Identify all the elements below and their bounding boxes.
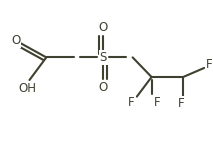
- Text: S: S: [99, 51, 107, 64]
- Text: F: F: [154, 96, 160, 109]
- Text: F: F: [128, 96, 135, 109]
- Text: OH: OH: [18, 82, 36, 95]
- Text: F: F: [178, 97, 184, 110]
- Text: O: O: [11, 34, 20, 47]
- Text: F: F: [206, 58, 213, 71]
- Text: O: O: [99, 81, 108, 94]
- Text: O: O: [99, 21, 108, 34]
